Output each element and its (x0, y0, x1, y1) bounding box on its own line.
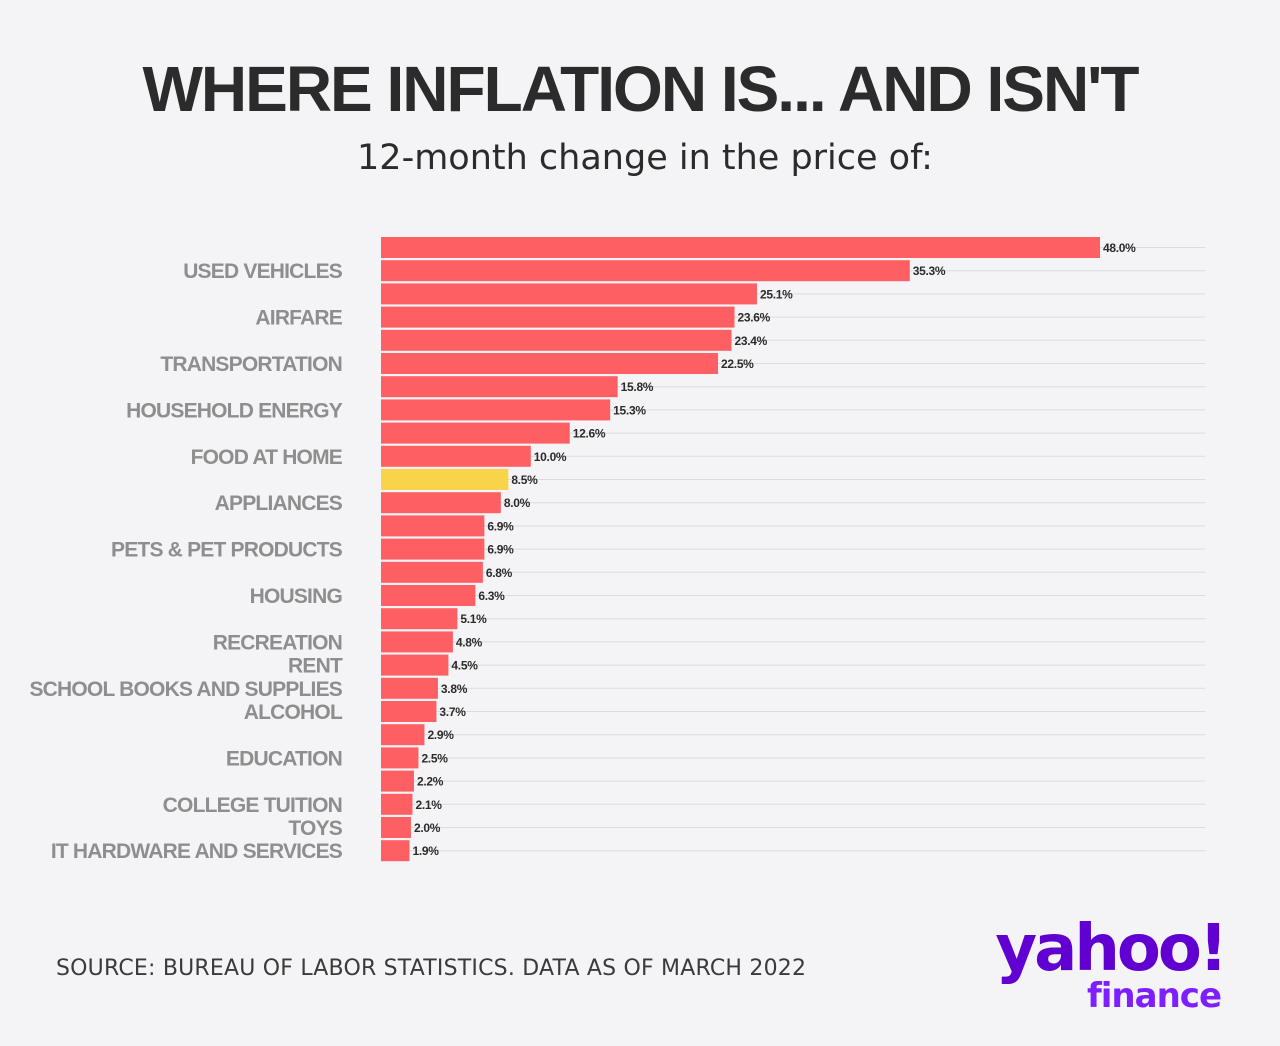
value-label: 8.0% (504, 496, 531, 510)
category-label: TRANSPORTATION (160, 353, 342, 376)
category-label: HOUSING (250, 585, 343, 608)
category-label: AIRFARE (255, 307, 342, 330)
bar (381, 492, 501, 514)
bar (381, 701, 437, 722)
bar (381, 561, 483, 583)
value-label: 10.0% (534, 450, 567, 464)
value-label: 5.1% (460, 612, 487, 626)
value-label: 3.7% (439, 705, 466, 719)
category-label: IT HARDWARE AND SERVICES (51, 840, 343, 863)
bar (381, 376, 618, 398)
value-label: 2.1% (415, 798, 442, 812)
bar (381, 399, 611, 421)
category-label: EDUCATION (226, 747, 342, 770)
category-label: PETS & PET PRODUCTS (111, 539, 343, 562)
bar (381, 608, 458, 630)
logo-yahoo-text: yahoo! (995, 912, 1228, 986)
category-label: TOYS (288, 817, 342, 840)
bar (381, 793, 413, 815)
bar (381, 654, 449, 676)
category-label: COLLEGE TUITION (163, 794, 342, 817)
category-label: RENT (288, 655, 343, 678)
bar (381, 840, 410, 862)
bar (381, 469, 509, 490)
value-label: 48.0% (1103, 241, 1136, 255)
bar (381, 445, 531, 467)
category-label: HOUSEHOLD ENERGY (126, 399, 343, 422)
bar (381, 631, 453, 653)
category-label: SCHOOL BOOKS AND SUPPLIES (29, 678, 342, 701)
value-label: 3.8% (441, 682, 468, 696)
value-label: 6.9% (487, 519, 514, 533)
logo-finance-text: finance (1086, 976, 1222, 1016)
bar (381, 306, 735, 328)
bar (381, 283, 757, 305)
value-label: 15.3% (613, 403, 646, 417)
bar (381, 422, 570, 444)
category-label: RECREATION (213, 631, 342, 654)
bar (381, 515, 485, 537)
bar (381, 817, 411, 838)
value-label: 6.3% (478, 589, 505, 603)
value-label: 2.2% (417, 775, 444, 789)
value-label: 2.0% (414, 821, 441, 835)
category-label: FOOD AT HOME (191, 446, 343, 469)
value-label: 2.9% (427, 728, 454, 742)
source-note: SOURCE: BUREAU OF LABOR STATISTICS. DATA… (56, 956, 807, 981)
bar (381, 260, 910, 282)
value-label: 4.5% (451, 659, 478, 673)
value-label: 6.9% (487, 543, 514, 557)
bar (381, 747, 419, 769)
chart-subtitle: 12-month change in the price of: (357, 138, 933, 178)
value-label: 25.1% (760, 287, 793, 301)
value-label: 4.8% (456, 635, 483, 649)
value-label: 6.8% (486, 566, 513, 580)
bar (381, 770, 414, 792)
value-label: 2.5% (421, 751, 448, 765)
bar (381, 585, 476, 606)
value-label: 35.3% (913, 264, 946, 278)
bar (381, 724, 425, 746)
category-label: USED VEHICLES (183, 260, 343, 283)
bar (381, 677, 438, 699)
value-label: 1.9% (412, 844, 439, 858)
value-label: 23.6% (738, 311, 771, 325)
yahoo-finance-logo: yahoo! finance (985, 912, 1245, 1022)
value-label: 15.8% (621, 380, 654, 394)
chart-title: WHERE INFLATION IS... AND ISN'T (142, 53, 1140, 125)
value-label: 8.5% (511, 473, 538, 487)
category-label: ALCOHOL (244, 701, 343, 724)
value-label: 23.4% (735, 334, 768, 348)
bar (381, 538, 485, 560)
bar (381, 237, 1100, 258)
value-label: 12.6% (573, 427, 606, 441)
category-label: APPLIANCES (215, 492, 343, 515)
bar (381, 329, 732, 351)
bar (381, 353, 719, 374)
bar-chart: 48.0% 35.3% USED VEHICLES 25.1% 23.6% AIRFARE… (29, 237, 1205, 863)
value-label: 22.5% (721, 357, 754, 371)
